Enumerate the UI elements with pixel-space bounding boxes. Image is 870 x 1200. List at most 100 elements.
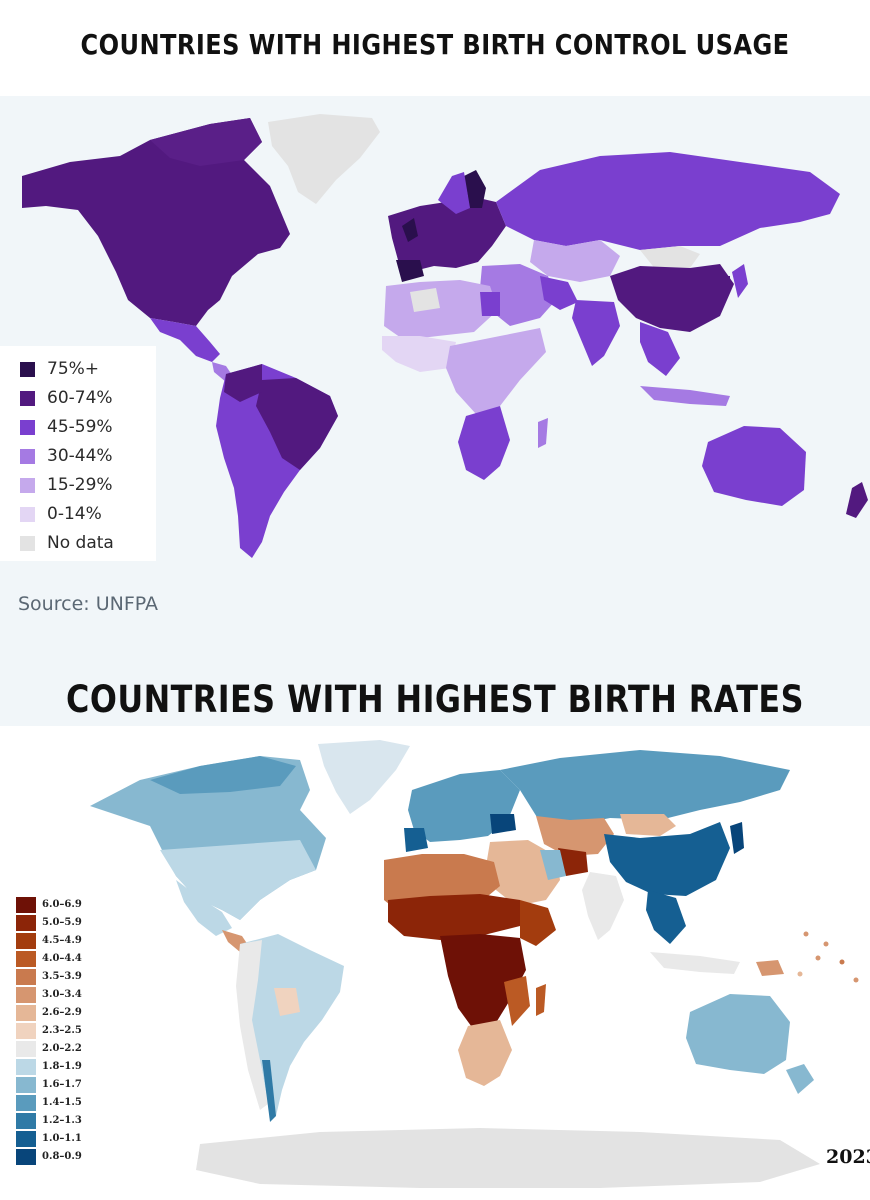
region-ukraine xyxy=(490,814,516,834)
legend-swatch xyxy=(16,932,36,949)
year-label: 2023 xyxy=(826,1146,870,1168)
region-pacific-island xyxy=(853,977,859,983)
legend-item: 1.2–1.3 xyxy=(16,1112,82,1129)
region-bolivia xyxy=(274,988,300,1016)
region-iberia xyxy=(404,828,428,852)
legend-item: 4.0–4.4 xyxy=(16,950,82,967)
region-middle-east xyxy=(486,840,560,906)
region-afghanistan xyxy=(558,848,588,876)
region-indonesia xyxy=(640,386,730,406)
region-papua xyxy=(756,960,784,976)
region-uk xyxy=(402,218,418,242)
region-mongolia xyxy=(640,246,700,270)
region-central-africa xyxy=(440,934,526,1030)
region-southern-africa xyxy=(458,1020,512,1086)
legend-swatch xyxy=(16,1112,36,1129)
legend-item: 15-29% xyxy=(20,473,113,497)
legend-swatch xyxy=(20,390,35,406)
region-andes xyxy=(236,940,268,1110)
region-new-zealand xyxy=(846,482,868,518)
legend-item: 2.3–2.5 xyxy=(16,1022,82,1039)
region-iberia xyxy=(396,260,424,282)
region-new-zealand xyxy=(786,1064,814,1094)
legend-swatch xyxy=(16,1022,36,1039)
legend-item: 1.8–1.9 xyxy=(16,1058,82,1075)
region-antarctica xyxy=(196,1128,820,1188)
region-iran xyxy=(540,850,566,880)
legend-label: 75%+ xyxy=(47,359,100,379)
legend-swatch xyxy=(20,448,35,464)
legend-item: 5.0–5.9 xyxy=(16,914,82,931)
region-russia xyxy=(496,152,840,250)
region-western-sahara xyxy=(410,288,440,312)
region-southeast-asia xyxy=(640,322,680,376)
legend-label: 6.0–6.9 xyxy=(42,899,82,910)
region-canada-arctic xyxy=(150,118,262,166)
legend-swatch xyxy=(20,477,35,493)
legend-item: 75%+ xyxy=(20,357,99,381)
region-mexico xyxy=(176,880,232,936)
region-west-africa xyxy=(382,336,456,372)
legend-label: 60-74% xyxy=(47,388,113,408)
legend-label: 1.6–1.7 xyxy=(42,1079,82,1090)
region-scandinavia xyxy=(438,172,470,214)
legend-item: 6.0–6.9 xyxy=(16,896,82,913)
region-colombia xyxy=(224,364,262,402)
legend-swatch xyxy=(16,914,36,931)
region-russia xyxy=(500,750,790,826)
legend-swatch xyxy=(16,950,36,967)
bottom-map-title: COUNTRIES WITH HIGHEST BIRTH RATES xyxy=(66,678,804,721)
region-iran xyxy=(540,276,578,310)
region-pacific-island xyxy=(803,931,809,937)
world-map-birth-control xyxy=(22,114,868,558)
region-china xyxy=(610,264,734,332)
legend-label: 30-44% xyxy=(47,446,113,466)
legend-swatch xyxy=(16,1130,36,1147)
legend-label: 3.5–3.9 xyxy=(42,971,82,982)
legend-item: 3.5–3.9 xyxy=(16,968,82,985)
legend-item: 45-59% xyxy=(20,415,113,439)
legend-swatch xyxy=(20,361,35,377)
region-central-africa xyxy=(446,328,546,414)
region-madagascar xyxy=(536,984,546,1016)
region-brazil xyxy=(256,378,338,470)
region-central-asia xyxy=(536,816,614,856)
legend-label: 1.0–1.1 xyxy=(42,1133,82,1144)
legend-item: 60-74% xyxy=(20,386,113,410)
birth-rates-legend: 6.0–6.9 5.0–5.9 4.5–4.9 4.0–4.4 3.5–3.9 … xyxy=(16,896,136,1176)
legend-item: 1.6–1.7 xyxy=(16,1076,82,1093)
region-canada-arctic xyxy=(150,756,296,794)
legend-item: 30-44% xyxy=(20,444,113,468)
legend-swatch xyxy=(16,1058,36,1075)
legend-swatch xyxy=(20,535,35,551)
legend-swatch xyxy=(16,896,36,913)
region-australia xyxy=(702,426,806,506)
region-sahel xyxy=(388,894,520,940)
region-pacific-island xyxy=(839,959,845,965)
legend-item: 1.0–1.1 xyxy=(16,1130,82,1147)
region-mongolia xyxy=(620,814,676,836)
legend-item: 2.6–2.9 xyxy=(16,1004,82,1021)
legend-label: 4.0–4.4 xyxy=(42,953,82,964)
legend-item: 2.0–2.2 xyxy=(16,1040,82,1057)
legend-label: 1.8–1.9 xyxy=(42,1061,82,1072)
legend-label: No data xyxy=(47,533,114,553)
region-southern-africa xyxy=(458,406,510,480)
region-southeast-asia xyxy=(646,890,686,944)
region-madagascar xyxy=(538,418,548,448)
legend-label: 45-59% xyxy=(47,417,113,437)
legend-label: 2.3–2.5 xyxy=(42,1025,82,1036)
region-finland xyxy=(464,170,486,208)
region-pacific-island xyxy=(797,971,803,977)
region-central-asia xyxy=(530,240,620,282)
birth-rates-map: 6.0–6.9 5.0–5.9 4.5–4.9 4.0–4.4 3.5–3.9 … xyxy=(0,730,870,1200)
region-india xyxy=(582,872,624,940)
legend-label: 3.0–3.4 xyxy=(42,989,82,1000)
legend-swatch xyxy=(16,1076,36,1093)
region-europe xyxy=(388,196,506,272)
legend-label: 0.8–0.9 xyxy=(42,1151,82,1162)
legend-label: 1.4–1.5 xyxy=(42,1097,82,1108)
region-japan-korea xyxy=(730,822,744,854)
region-north-america xyxy=(22,118,290,326)
legend-label: 15-29% xyxy=(47,475,113,495)
